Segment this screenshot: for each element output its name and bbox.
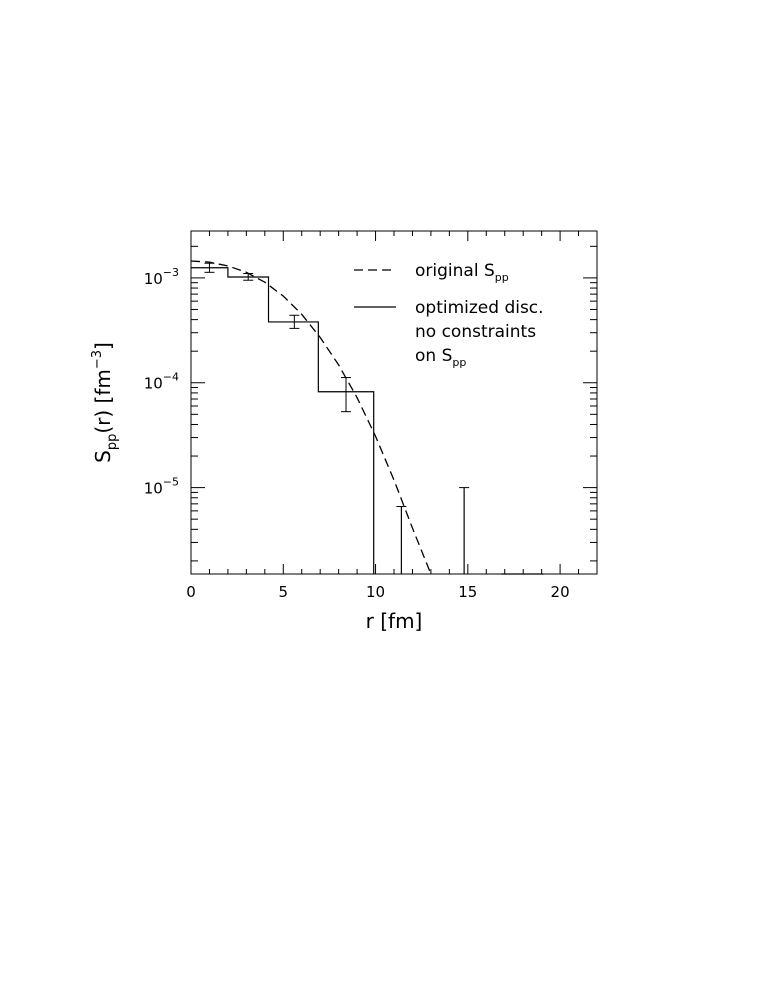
series-line-solid xyxy=(191,267,375,574)
x-tick-label: 5 xyxy=(278,583,288,601)
series-line-dashed xyxy=(190,260,432,575)
y-tick-label: 10−3 xyxy=(144,266,179,288)
x-axis-label: r [fm] xyxy=(366,609,423,633)
ticks-layer: 0 5 10 15 20 10−3 10−4 10−5 xyxy=(144,231,598,601)
y-axis-label: Spp(r) [fm−3] xyxy=(90,342,120,463)
legend-label-original: original Spp xyxy=(415,261,509,284)
y-tick-label: 10−5 xyxy=(144,476,179,498)
series-layer xyxy=(190,260,544,575)
legend: original Spp optimized disc. no constraint… xyxy=(354,261,544,369)
legend-label-optimized-line: on Spp xyxy=(415,346,466,369)
legend-label-optimized-line: optimized disc. xyxy=(415,298,544,318)
x-tick-label: 0 xyxy=(186,583,196,601)
x-tick-label: 20 xyxy=(551,583,570,601)
x-tick-label: 10 xyxy=(366,583,385,601)
plot-frame xyxy=(190,230,598,575)
x-tick-label: 15 xyxy=(458,583,477,601)
labels-layer: r [fm] Spp(r) [fm−3] xyxy=(90,342,422,633)
y-tick-label: 10−4 xyxy=(144,371,179,393)
legend-label-optimized-line: no constraints xyxy=(415,322,536,342)
